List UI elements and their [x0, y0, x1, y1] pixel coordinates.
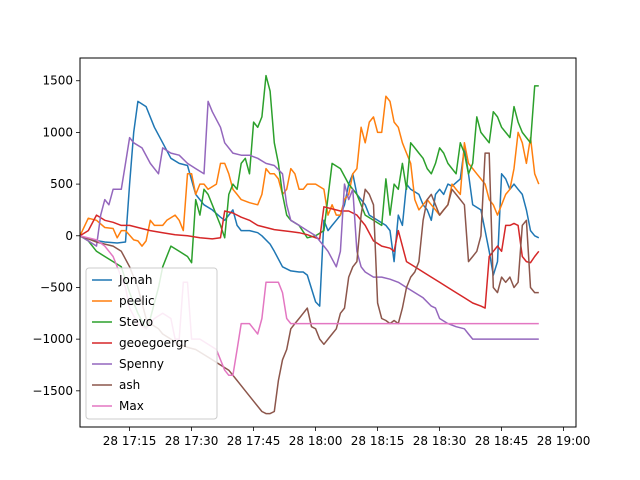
series-line-2 — [79, 74, 539, 330]
x-tick-label: 28 18:15 — [351, 434, 405, 448]
series-line-4 — [79, 100, 539, 340]
x-tick-label: 28 18:45 — [475, 434, 529, 448]
x-tick-label: 28 17:30 — [165, 434, 219, 448]
plot-frame — [79, 57, 577, 428]
legend-label-1: peelic — [119, 294, 155, 308]
legend-label-6: Max — [119, 399, 144, 413]
series-line-3 — [79, 206, 540, 309]
legend-label-5: ash — [119, 378, 140, 392]
legend-label-2: Stevo — [119, 315, 153, 329]
x-tick-label: 28 18:00 — [289, 434, 343, 448]
legend: Jonah peelic Stevo geoegoergr Spenny ash Max — [85, 267, 218, 420]
x-tick-label: 28 19:00 — [537, 434, 591, 448]
y-axis: 1500 1000 500 0 −500 −1000 −1500 — [32, 74, 80, 398]
y-tick-label: −1000 — [32, 332, 73, 346]
y-tick-label: 1000 — [42, 125, 73, 139]
legend-label-3: geoegoergr — [119, 336, 188, 350]
legend-items: Jonah peelic Stevo geoegoergr Spenny ash Max — [92, 273, 188, 413]
y-tick-label: 500 — [50, 177, 73, 191]
x-tick-label: 28 17:45 — [227, 434, 281, 448]
y-tick-label: −500 — [40, 280, 73, 294]
y-tick-label: 0 — [65, 229, 73, 243]
y-tick-label: −1500 — [32, 384, 73, 398]
x-axis: 28 17:15 28 17:30 28 17:45 28 18:00 28 18:15… — [103, 427, 591, 448]
legend-box — [85, 267, 218, 420]
legend-label-0: Jonah — [118, 273, 152, 287]
plot-lines — [79, 74, 540, 415]
y-tick-label: 1500 — [42, 74, 73, 88]
x-tick-label: 28 18:30 — [413, 434, 467, 448]
x-tick-label: 28 17:15 — [103, 434, 157, 448]
legend-label-4: Spenny — [119, 357, 164, 371]
